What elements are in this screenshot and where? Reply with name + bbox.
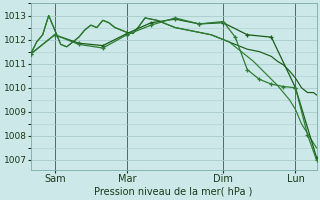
X-axis label: Pression niveau de la mer( hPa ): Pression niveau de la mer( hPa ) xyxy=(94,187,253,197)
